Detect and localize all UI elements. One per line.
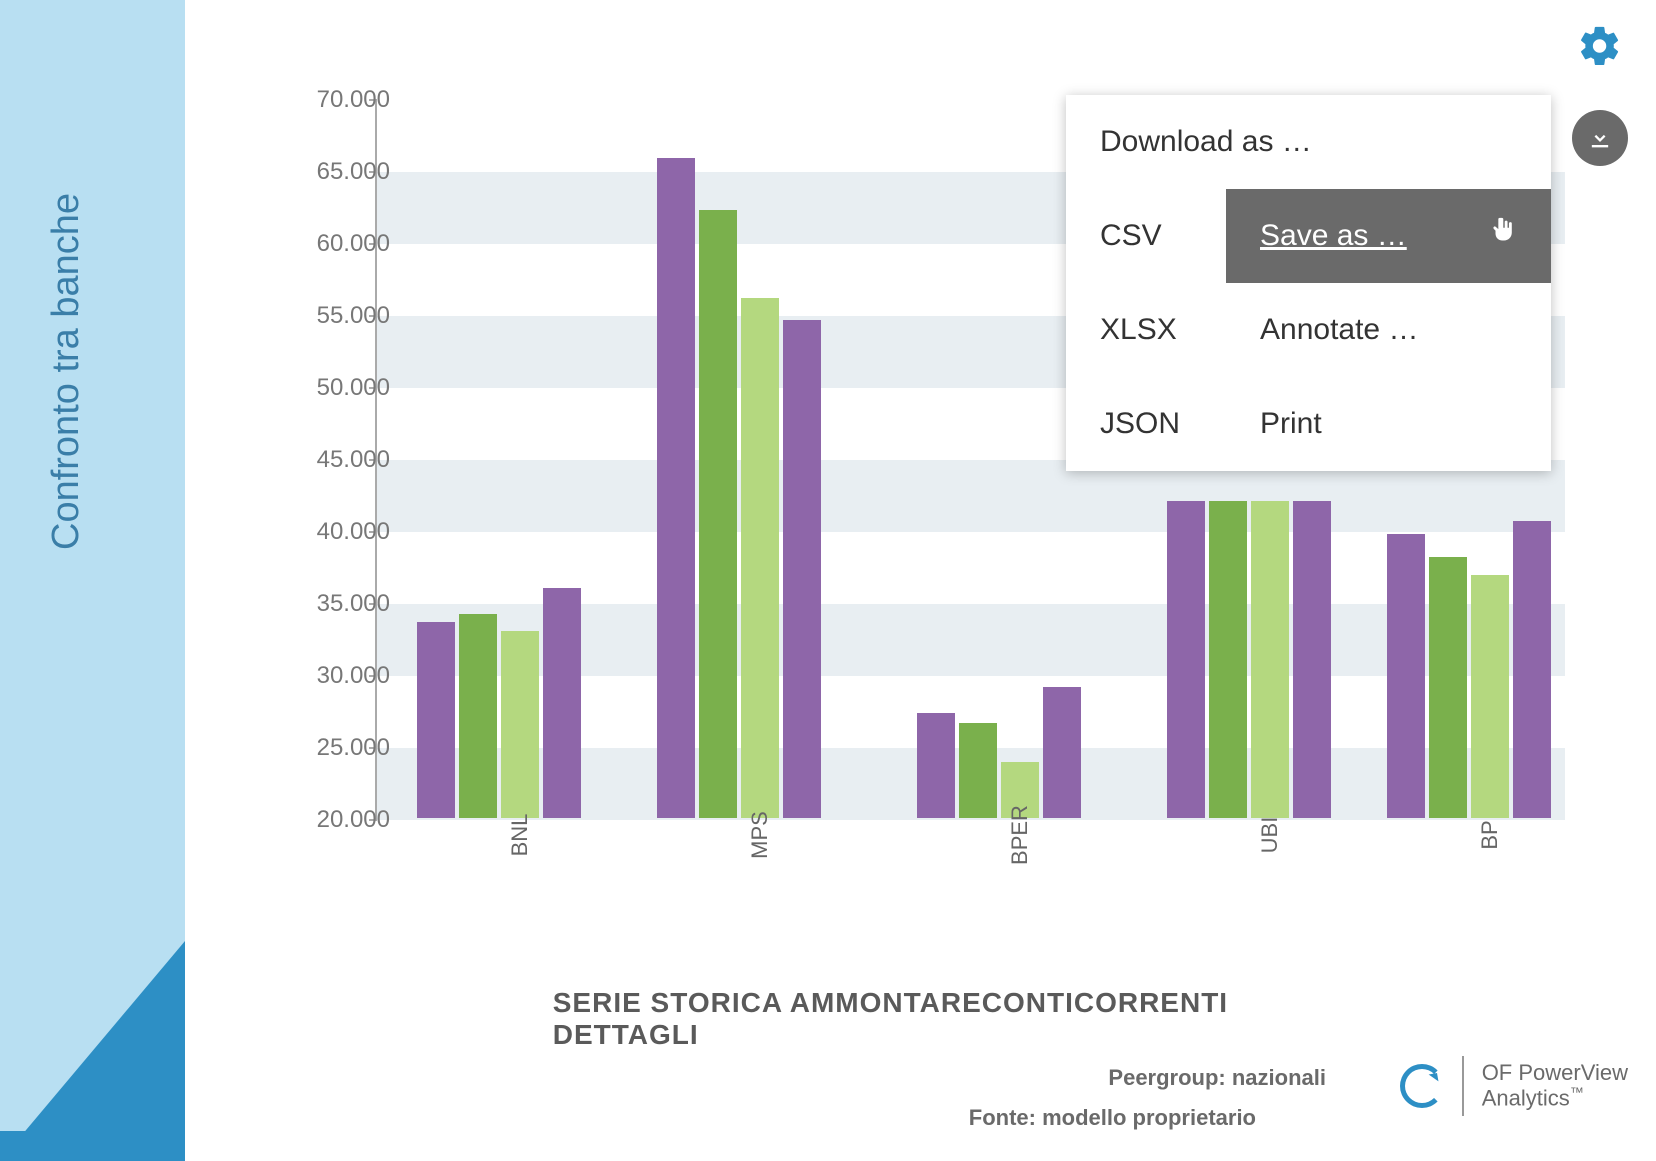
bar[interactable] (1387, 534, 1425, 818)
bar[interactable] (417, 622, 455, 818)
sidebar-accent-triangle (0, 941, 185, 1161)
bar[interactable] (741, 298, 779, 818)
sidebar-title: Confronto tra banche (45, 193, 88, 550)
bar[interactable] (1251, 501, 1289, 818)
bar[interactable] (543, 588, 581, 818)
refresh-icon (1400, 1064, 1444, 1108)
bar-group (1167, 501, 1331, 818)
export-menu: Download as … CSVSave as …XLSXAnnotate …… (1066, 95, 1551, 471)
bar-group (1387, 521, 1551, 818)
chart-caption: SERIE STORICA AMMONTARECONTICORRENTI DET… (553, 987, 1289, 1051)
sidebar-accent-bar (0, 1131, 185, 1161)
download-button[interactable] (1572, 110, 1628, 166)
brand-logo: OF PowerView Analytics™ (1400, 1056, 1628, 1116)
bar-group (917, 687, 1081, 818)
x-tick-label: BPER (1007, 805, 1033, 865)
y-tick-label: 35.000 (290, 590, 390, 618)
bar[interactable] (917, 713, 955, 818)
download-icon (1586, 124, 1614, 152)
bar[interactable] (699, 210, 737, 818)
logo-separator (1462, 1056, 1464, 1116)
settings-button[interactable] (1572, 18, 1628, 74)
y-tick-label: 65.000 (290, 158, 390, 186)
bar[interactable] (1513, 521, 1551, 818)
export-action-option[interactable]: Save as … (1226, 189, 1551, 283)
bar[interactable] (1043, 687, 1081, 818)
bar-group (417, 588, 581, 818)
y-tick-label: 20.000 (290, 806, 390, 834)
x-tick-label: MPS (747, 811, 773, 859)
bar[interactable] (959, 723, 997, 818)
main: 20.000 25.000 30.000 35.000 40.000 45.000 50.0… (185, 0, 1656, 1161)
y-tick-label: 40.000 (290, 518, 390, 546)
brand-line1: OF PowerView (1482, 1060, 1628, 1085)
brand-text: OF PowerView Analytics™ (1482, 1061, 1628, 1111)
cursor-icon (1487, 215, 1521, 257)
sidebar: Confronto tra banche (0, 0, 185, 1161)
peergroup-label: Peergroup: nazionali (1108, 1065, 1326, 1091)
x-tick-label: BNL (507, 814, 533, 857)
bar[interactable] (501, 631, 539, 818)
export-format-option[interactable]: JSON (1066, 377, 1226, 471)
export-action-option[interactable]: Annotate … (1226, 283, 1551, 377)
export-format-option[interactable]: CSV (1066, 189, 1226, 283)
x-tick-label: UBI (1257, 817, 1283, 854)
bar-group (657, 158, 821, 818)
y-tick-label: 45.000 (290, 446, 390, 474)
export-action-option[interactable]: Print (1226, 377, 1551, 471)
bar[interactable] (1429, 557, 1467, 818)
export-format-option[interactable]: XLSX (1066, 283, 1226, 377)
bar[interactable] (1167, 501, 1205, 818)
y-tick-label: 55.000 (290, 302, 390, 330)
x-tick-label: BP (1477, 820, 1503, 849)
export-menu-heading: Download as … (1066, 95, 1551, 189)
y-tick-label: 30.000 (290, 662, 390, 690)
bar[interactable] (459, 614, 497, 818)
bar[interactable] (783, 320, 821, 818)
fonte-label: Fonte: modello proprietario (969, 1105, 1256, 1131)
gear-icon (1577, 23, 1623, 69)
bar[interactable] (1471, 575, 1509, 818)
y-tick-label: 25.000 (290, 734, 390, 762)
y-tick-label: 70.000 (290, 86, 390, 114)
bar[interactable] (1209, 501, 1247, 818)
bar[interactable] (1293, 501, 1331, 818)
brand-line2: Analytics (1482, 1086, 1570, 1111)
y-tick-label: 50.000 (290, 374, 390, 402)
bar[interactable] (657, 158, 695, 818)
y-tick-label: 60.000 (290, 230, 390, 258)
